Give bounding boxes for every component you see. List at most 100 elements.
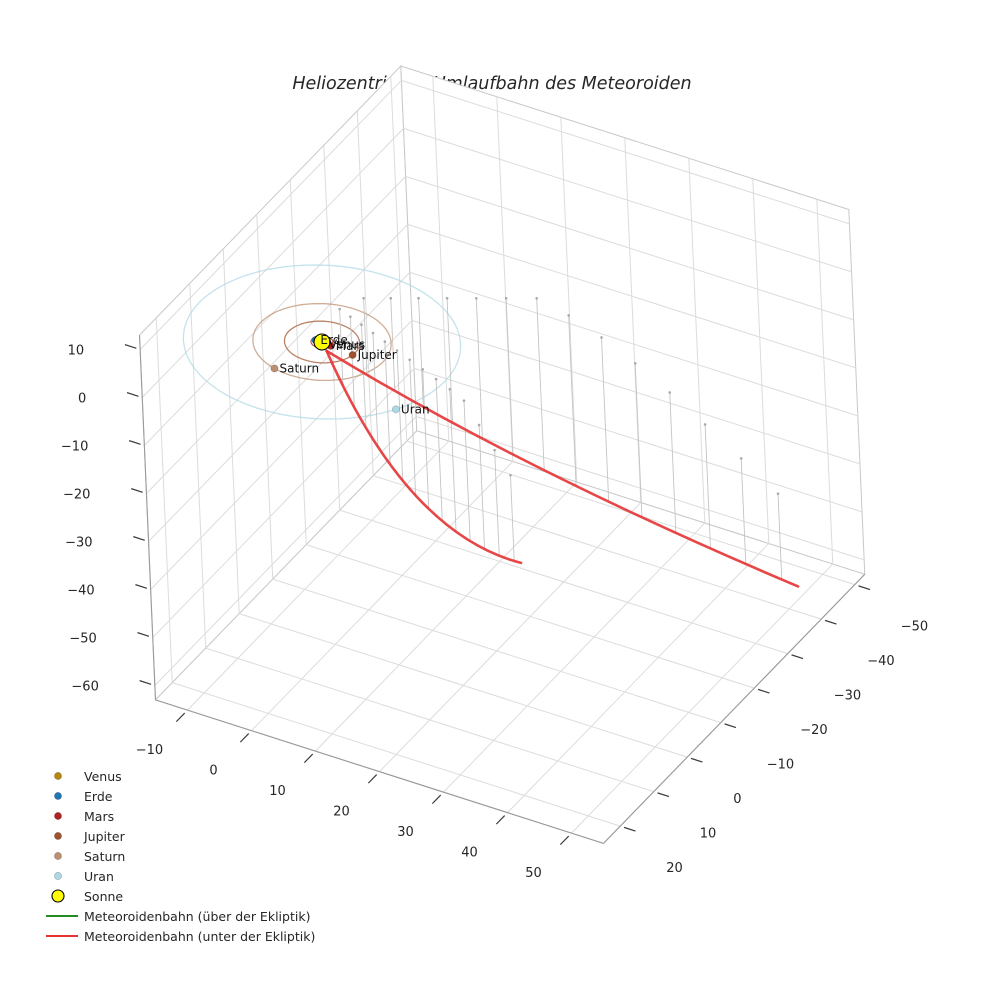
grid-line-y-wall <box>323 145 341 511</box>
trajectory-stem <box>777 493 783 580</box>
grid-line-z-back <box>411 319 861 465</box>
z-axis-line <box>138 335 157 700</box>
grid-line-z-left <box>154 416 417 686</box>
grid-line-y-wall <box>155 317 173 683</box>
legend-dot <box>54 792 62 800</box>
legend-item-jupiter: Jupiter <box>44 826 315 846</box>
grid-line-z-back <box>401 79 850 225</box>
y-tick-label: 20 <box>666 861 683 876</box>
x-tick-mark <box>239 733 250 743</box>
planet-label-jupiter: Jupiter <box>357 348 397 362</box>
z-tick-label: −60 <box>71 680 98 695</box>
planet-label-mars: Mars <box>336 339 365 353</box>
legend-item-venus: Venus <box>44 766 315 786</box>
planet-label-venus: Venus <box>329 338 365 352</box>
trajectory-stem <box>435 379 443 522</box>
legend-dot-marker <box>54 772 62 780</box>
trajectory-stem <box>634 363 643 518</box>
legend-item-uran: Uran <box>44 866 315 886</box>
grid-line-z-back <box>409 271 859 417</box>
z-tick-mark <box>128 440 141 445</box>
grid-line-y-floor <box>373 475 822 620</box>
trajectory-stem-dot <box>448 387 452 391</box>
trajectory-stem <box>449 389 457 532</box>
legend-label: Uran <box>84 868 114 884</box>
legend-label: Venus <box>84 768 122 784</box>
trajectory-stem-dot <box>338 307 341 311</box>
x-tick-mark <box>367 774 378 784</box>
legend-dot <box>54 772 62 780</box>
y-tick-mark <box>757 688 770 694</box>
y-tick-mark <box>724 723 737 729</box>
trajectory-stem-dot <box>349 315 352 319</box>
y-tick-mark <box>858 585 871 591</box>
grid-line-y-wall <box>256 214 274 580</box>
trajectory-stem-dot <box>421 367 424 371</box>
grid-line-z-left <box>146 224 409 494</box>
trajectory-stem <box>363 298 368 375</box>
x-tick-mark <box>559 835 570 846</box>
legend-label: Sonne <box>84 888 124 904</box>
legend-label: Meteoroidenbahn (über der Ekliptik) <box>84 908 311 924</box>
y-axis-line <box>603 573 866 844</box>
y-tick-mark <box>824 619 837 625</box>
legend: Venus Erde Mars Jupiter Saturn Uran Sonne Meteo… <box>44 766 315 946</box>
planet-dot-uran <box>391 405 400 414</box>
trajectory-stem <box>463 400 471 542</box>
grid-line-x-wall <box>624 137 642 503</box>
grid-line-z-back <box>407 223 856 369</box>
trajectory-stem <box>361 324 367 428</box>
grid-line-y-floor <box>205 647 654 793</box>
trajectory-stem <box>384 341 391 465</box>
grid-line-x-wall <box>688 158 706 524</box>
planet-dot-jupiter <box>348 350 357 359</box>
orbit-saturn <box>252 302 392 382</box>
z-tick-label: −50 <box>69 632 96 647</box>
trajectory-stem <box>669 392 677 533</box>
trajectory-stem-dot <box>535 297 538 300</box>
grid-line-x-wall <box>752 178 770 544</box>
orbit-uran <box>182 264 462 420</box>
grid-line-y-floor <box>306 544 755 689</box>
legend-dot-marker <box>54 832 62 840</box>
trajectory-stem <box>475 298 483 439</box>
trajectory-stem <box>704 424 711 549</box>
grid-line-z-left <box>152 368 415 638</box>
legend-item-mars: Mars <box>44 806 315 826</box>
x-axis-line <box>155 699 604 844</box>
trajectory-stem-dot <box>703 423 707 426</box>
trajectory-stem <box>390 298 396 391</box>
x-tick-mark <box>175 712 186 723</box>
grid-line-z-back <box>415 415 865 561</box>
meteoroid-trajectory-below <box>325 349 800 588</box>
legend-item-saturn: Saturn <box>44 846 315 866</box>
planet-label-saturn: Saturn <box>279 361 319 375</box>
trajectory-stem-dot <box>371 331 375 335</box>
z-tick-mark <box>135 584 148 589</box>
grid-line-z-back <box>413 367 863 513</box>
y-tick-mark <box>623 826 636 832</box>
trajectory-stem-dot <box>739 457 743 460</box>
legend-item-meteoroidenbahn: Meteoroidenbahn (unter der Ekliptik) <box>44 926 315 946</box>
y-tick-label: 10 <box>700 827 717 842</box>
legend-dot <box>54 832 62 840</box>
trajectory-stem <box>568 315 577 487</box>
trajectory-stem <box>601 337 610 502</box>
trajectory-stem <box>409 359 417 496</box>
y-tick-label: −50 <box>901 620 928 635</box>
y-tick-label: −40 <box>867 654 894 669</box>
z-tick-label: −30 <box>65 536 92 551</box>
trajectory-stem-dot <box>434 377 438 381</box>
grid-line-y-wall <box>222 248 240 614</box>
x-tick-label: 50 <box>525 866 542 881</box>
z-tick-mark <box>137 632 150 637</box>
y-tick-label: −20 <box>800 723 827 738</box>
trajectory-stem-dot <box>395 349 399 352</box>
z-tick-label: 10 <box>68 344 85 359</box>
z-tick-mark <box>131 488 143 493</box>
trajectory-stem <box>494 450 500 556</box>
legend-dot-marker <box>54 792 62 800</box>
trajectory-stem-dot <box>633 361 637 365</box>
y-tick-label: −30 <box>834 689 861 704</box>
